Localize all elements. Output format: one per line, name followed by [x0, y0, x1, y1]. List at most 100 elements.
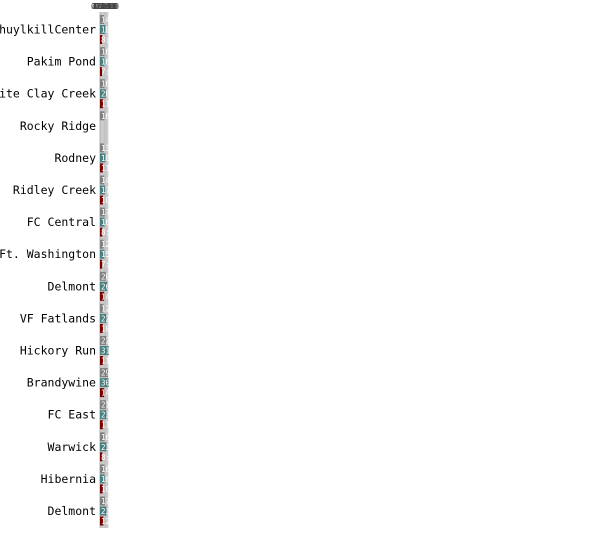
x-tick-label: 16:00	[93, 2, 116, 11]
bar	[100, 303, 104, 313]
category-label: Hibernia	[41, 472, 96, 486]
bar-group: 13:43<br>⁴18:55<br>⁴11:00<br>⁴	[100, 143, 146, 173]
bar-data-label: 17:37<br>⁴	[101, 186, 146, 195]
bar	[100, 452, 103, 462]
bar	[100, 368, 109, 378]
category-labels: SchuylkillCenter Pakim Pond White Clay Cre…	[0, 23, 96, 519]
bar-group: 16:55<br>⁴20:26<br>⁴11:06<br>⁴	[100, 79, 146, 109]
bar-data-label: 11:01<br>⁴	[101, 357, 146, 366]
bar-data-label: 11:00<br>⁴	[101, 164, 146, 173]
bar-data-label: 14:34<br>⁴	[101, 176, 146, 185]
bar-group: 16:56<br>⁴16:15<br>⁴7:25<br>⁴	[100, 47, 146, 77]
bar-data-label: 14:40<br>⁴	[101, 16, 146, 25]
x-tick-label: 4:00	[92, 2, 111, 11]
category-label: Brandywine	[27, 376, 96, 390]
category-label: Hickory Run	[20, 344, 96, 358]
bar-data-label: 12:41<br>⁴	[101, 304, 146, 313]
bar	[100, 400, 106, 410]
bar	[100, 143, 104, 153]
bar	[100, 313, 107, 323]
bar-data-label: 16:55<br>⁴	[101, 80, 146, 89]
bars: 14:40<br>⁴18:42<br>⁴8:10<br>⁴16:56<br>⁴1…	[100, 15, 146, 526]
bar-data-label: 31:25<br>⁴	[101, 347, 146, 356]
bar-data-label: 17:29<br>⁴	[101, 497, 146, 506]
category-label: Rodney	[54, 151, 96, 165]
bar-data-label: 23:17<br>⁴	[101, 507, 146, 516]
bar-group: 16:10<br>⁴16:45<br>⁴10:10<br>⁴	[100, 464, 146, 494]
bar-group: 14:34<br>⁴17:37<br>⁴10:57<br>⁴	[100, 175, 146, 205]
bar	[100, 175, 105, 185]
category-label: Rocky Ridge	[20, 119, 96, 133]
bar-data-label: 8:36<br>⁴	[101, 453, 142, 462]
bar-data-label: 17:20<br>⁴	[101, 208, 146, 217]
bar	[100, 388, 105, 398]
bar	[100, 281, 108, 291]
bar	[100, 378, 109, 388]
x-tick-label: 20:00	[94, 2, 117, 11]
bar	[100, 15, 105, 24]
bar-data-label: 16:25<br>⁴	[101, 433, 146, 442]
category-label: Pakim Pond	[27, 55, 96, 69]
bar	[100, 474, 105, 484]
category-label: FC East	[48, 408, 96, 422]
bar-data-label: 13:43<br>⁴	[101, 144, 146, 153]
bar-data-label: 7:25<br>⁴	[101, 68, 142, 77]
category-label: Delmont	[48, 504, 96, 518]
bar-data-label: 14:56<br>⁴	[101, 389, 146, 398]
bar-group: 20:27<br>⁴26:10<br>⁴14:53<br>⁴	[100, 271, 146, 301]
bar	[100, 47, 105, 57]
category-label: Ft. Washington	[0, 247, 96, 261]
bar-data-label: 26:10<br>⁴	[101, 282, 146, 291]
bar-data-label: 10:10<br>⁴	[101, 485, 146, 494]
bar-data-label: 16:09<br>⁴	[101, 218, 146, 227]
bar	[100, 217, 105, 227]
bar-group: 21:17<br>⁴23:02<br>⁴11:04<br>⁴	[100, 400, 146, 430]
bar	[100, 79, 105, 89]
bar-data-label: 12:01<br>⁴	[101, 517, 146, 526]
bar	[100, 111, 105, 121]
bar	[100, 432, 105, 442]
bar	[100, 516, 104, 526]
bar	[100, 57, 105, 67]
bar-data-label: 15:35<br>⁴	[101, 250, 146, 259]
bar	[100, 484, 103, 494]
bar	[100, 410, 107, 420]
bar	[100, 346, 109, 355]
bar	[100, 506, 107, 516]
bar	[100, 336, 107, 345]
bar-data-label: 16:56<br>⁴	[101, 48, 146, 57]
bar-data-label: 18:55<br>⁴	[101, 154, 146, 163]
bar-data-label: 20:26<br>⁴	[101, 90, 146, 99]
bar-data-label: 22:36<br>⁴	[101, 314, 146, 323]
bar	[100, 249, 105, 259]
bar	[100, 420, 104, 430]
bar	[100, 25, 106, 34]
bar-group: 16:25<br>⁴23:11<br>⁴8:36<br>⁴	[100, 432, 146, 462]
bar-data-label: 10:57<br>⁴	[101, 196, 146, 205]
bar-group: 12:41<br>⁴22:36<br>⁴10:55<br>⁴	[100, 303, 146, 333]
bar-data-label: 8:34<br>⁴	[101, 228, 142, 237]
bar-data-label: 16:45<br>⁴	[101, 475, 146, 484]
bar-data-label: 23:11<br>⁴	[101, 443, 146, 452]
category-label: SchuylkillCenter	[0, 23, 96, 37]
category-label: White Clay Creek	[0, 87, 96, 101]
bar-data-label: 23:02<br>⁴	[101, 411, 146, 420]
bar-data-label: 16:25<br>⁴	[101, 112, 146, 121]
bar	[100, 496, 105, 506]
bar	[100, 195, 104, 205]
bar-data-label: 11:06<br>⁴	[101, 100, 146, 109]
bar	[100, 163, 104, 173]
category-label: VF Fatlands	[20, 311, 96, 325]
bar-group: 12:54<br>⁴15:35<br>⁴7:50<br>⁴	[100, 239, 146, 269]
bar-data-label: 11:04<br>⁴	[101, 421, 146, 430]
category-label: Ridley Creek	[13, 183, 96, 197]
bar-data-label: 30:52<br>⁴	[101, 379, 146, 388]
bar	[100, 356, 104, 365]
bar-group: 17:29<br>⁴23:17<br>⁴12:01<br>⁴	[100, 496, 146, 526]
bar	[100, 185, 105, 195]
bar-data-label: 8:10<br>⁴	[101, 36, 142, 45]
bar	[100, 259, 103, 269]
bar	[100, 271, 106, 281]
